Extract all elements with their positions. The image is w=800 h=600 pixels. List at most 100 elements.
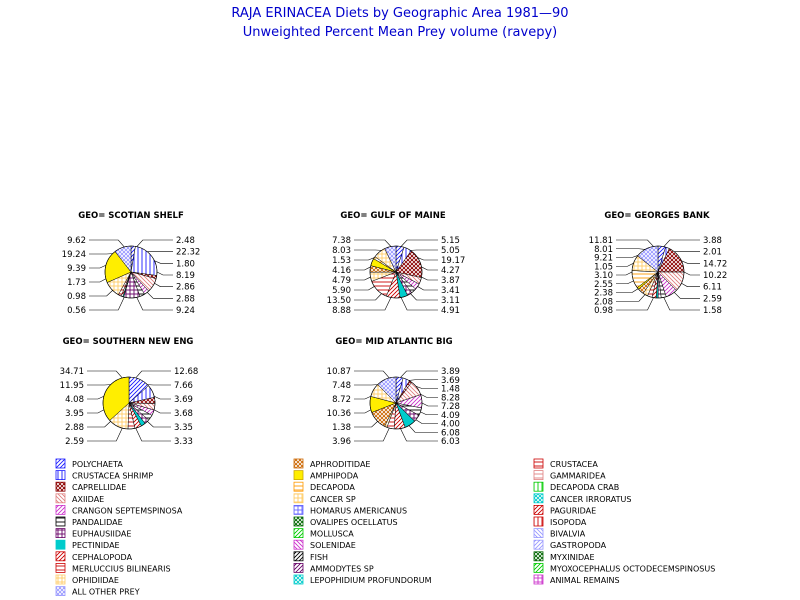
leader-line	[156, 271, 173, 276]
slice-value-label: 11.95	[60, 381, 84, 391]
slice-value-label: 4.08	[65, 395, 84, 405]
slice-value-label: 0.56	[67, 306, 86, 316]
leader-line	[415, 419, 438, 424]
slice-value-label: 3.69	[441, 376, 460, 386]
legend-item-gammaridea: GAMMARIDEA	[533, 470, 606, 481]
legend-label: BIVALVIA	[550, 530, 586, 539]
leader-line	[354, 421, 378, 428]
pie-georges-bank: GEO= GEORGES BANK3.882.0114.7210.226.112…	[589, 211, 728, 316]
legend-item-axiidae: AXIIDAE	[55, 493, 104, 504]
legend-item-cephalopoda: CEPHALOPODA	[55, 551, 133, 562]
legend-swatch	[293, 504, 304, 515]
slice-value-label: 1.53	[332, 256, 351, 266]
legend-label: CANCER IRRORATUS	[550, 495, 631, 504]
leader-line	[354, 257, 375, 261]
slice-value-label: 8.03	[332, 246, 351, 256]
legend-swatch	[533, 493, 544, 504]
leader-line	[410, 293, 438, 301]
slice-value-label: 5.90	[332, 286, 351, 296]
legend-swatch	[293, 551, 304, 562]
legend-item-cancer-irroratus: CANCER IRRORATUS	[533, 493, 631, 504]
slice-value-label: 3.96	[332, 437, 351, 447]
legend-swatch	[293, 516, 304, 527]
legend-label: CAPRELLIDAE	[72, 483, 126, 492]
slice-value-label: 1.48	[441, 385, 460, 395]
slice-value-label: 4.00	[441, 420, 460, 430]
leader-line	[354, 370, 390, 379]
legend-label: OVALIPES OCELLATUS	[310, 518, 398, 527]
legend-swatch	[533, 516, 544, 527]
slice-value-label: 6.08	[441, 428, 460, 438]
slice-value-label: 8.01	[594, 245, 613, 255]
slice-value-label: 5.15	[441, 236, 460, 246]
legend-label: ANIMAL REMAINS	[550, 576, 620, 585]
slice-value-label: 2.88	[65, 423, 84, 433]
leader-line	[354, 395, 372, 400]
legend-label: ALL OTHER PREY	[72, 588, 140, 597]
legend-swatch	[55, 504, 66, 515]
leader-line	[408, 425, 438, 433]
legend-label: DECAPODA	[310, 483, 355, 492]
leader-line	[87, 370, 123, 379]
leader-line	[421, 276, 438, 281]
slice-value-label: 8.88	[332, 306, 351, 316]
slice-value-label: 10.22	[703, 271, 727, 281]
slice-value-label: 7.28	[441, 402, 460, 412]
leader-line	[681, 283, 700, 287]
legend-swatch	[293, 458, 304, 469]
leader-line	[616, 271, 633, 276]
legend-label: LEPOPHIDIUM PROFUNDORUM	[310, 576, 432, 585]
legend-item-polychaeta: POLYCHAETA	[55, 458, 123, 469]
legend-label: CRANGON SEPTEMSPINOSA	[72, 506, 183, 515]
legend-swatch	[55, 528, 66, 538]
slice-value-label: 1.73	[67, 278, 86, 288]
legend-label: AXIIDAE	[72, 495, 104, 504]
legend-swatch	[55, 516, 66, 527]
leader-line	[616, 239, 654, 247]
legend-swatch	[533, 481, 544, 492]
legend-item-homarus-americanus: HOMARUS AMERICANUS	[293, 504, 407, 515]
slice-value-label: 19.24	[62, 250, 86, 260]
leader-line	[89, 264, 107, 269]
legend-label: EUPHAUSIIDAE	[72, 530, 131, 539]
slice-value-label: 7.48	[332, 381, 351, 391]
legend-label: APHRODITIDAE	[310, 460, 370, 469]
leader-line	[354, 239, 392, 247]
legend-label: PANDALIDAE	[72, 518, 123, 527]
slice-value-label: 4.16	[332, 266, 351, 276]
pie-title: GEO= GEORGES BANK	[604, 211, 710, 221]
legend-item-decapoda-crab: DECAPODA CRAB	[533, 481, 619, 492]
slice-value-label: 11.81	[589, 236, 613, 246]
slice-value-label: 2.01	[703, 248, 722, 258]
pie-mid-atlantic-big: GEO= MID ATLANTIC BIG 3.893.691.488.287.2…	[327, 337, 460, 447]
legend-label: AMMODYTES SP	[310, 564, 374, 573]
legend-label: SOLENIDAE	[310, 541, 356, 550]
slice-value-label: 10.87	[327, 367, 351, 377]
leader-line	[616, 294, 646, 302]
slice-value-label: 4.79	[332, 276, 351, 286]
leader-line	[153, 409, 171, 414]
slice-value-label: 0.98	[594, 306, 613, 316]
slice-value-label: 1.05	[594, 262, 613, 272]
slice-value-label: 6.03	[441, 437, 460, 447]
legend-swatch	[293, 574, 304, 585]
legend-label: MOLLUSCA	[310, 530, 354, 539]
slice-value-label: 10.36	[327, 409, 351, 419]
leader-line	[673, 292, 700, 299]
slice-value-label: 4.27	[441, 266, 460, 276]
legend-item-ovalipes-ocellatus: OVALIPES OCELLATUS	[293, 516, 398, 527]
legend-swatch	[293, 539, 304, 550]
legend-item-crangon-septemspinosa: CRANGON SEPTEMSPINOSA	[55, 504, 183, 515]
legend-label: PECTINIDAE	[72, 541, 120, 550]
legend-label: FISH	[310, 553, 328, 562]
slice-value-label: 4.09	[441, 411, 460, 421]
chart-title: RAJA ERINACEA Diets by Geographic Area 1…	[231, 6, 568, 21]
slice-value-label: 2.48	[176, 236, 195, 246]
slice-value-label: 3.35	[174, 423, 193, 433]
leader-line	[146, 292, 173, 299]
leader-line	[400, 239, 438, 247]
slice-value-label: 1.38	[332, 423, 351, 433]
legend-swatch	[533, 539, 544, 550]
slice-value-label: 2.59	[65, 437, 84, 447]
